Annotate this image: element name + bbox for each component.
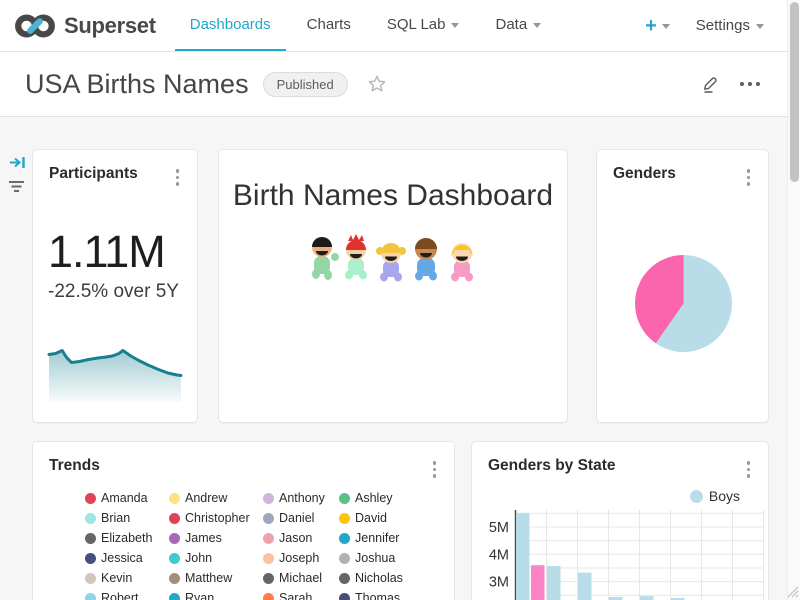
- settings-label: Settings: [696, 17, 750, 34]
- legend-item-nicholas[interactable]: Nicholas: [339, 568, 446, 588]
- genders-by-state-chart: 5M 4M 3M: [472, 502, 768, 600]
- trends-card: Trends AmandaAndrewAnthonyAshley BrianChr…: [33, 442, 454, 600]
- participants-big-number: 1.11M: [48, 226, 165, 278]
- new-item-button[interactable]: +: [645, 16, 670, 36]
- dashboard-title-bar: USA Births Names Published: [0, 52, 800, 117]
- chevron-down-icon: [756, 24, 764, 29]
- kebab-menu-icon[interactable]: [171, 165, 185, 190]
- title-actions: [701, 74, 776, 94]
- nav-charts[interactable]: Charts: [292, 0, 366, 51]
- nav-sql-lab[interactable]: SQL Lab: [372, 0, 475, 51]
- expand-filter-bar-icon[interactable]: [10, 155, 26, 170]
- plus-icon: +: [645, 16, 657, 36]
- legend-item-david[interactable]: David: [339, 508, 446, 528]
- legend-item-matthew[interactable]: Matthew: [169, 568, 263, 588]
- boys-legend-dot: [690, 490, 703, 503]
- legend-item-jason[interactable]: Jason: [263, 528, 339, 548]
- dashboard-heading: Birth Names Dashboard: [219, 179, 567, 213]
- legend-item-kevin[interactable]: Kevin: [85, 568, 169, 588]
- legend-item-robert[interactable]: Robert: [85, 588, 169, 600]
- brand-name[interactable]: Superset: [64, 13, 156, 39]
- published-badge[interactable]: Published: [263, 72, 348, 97]
- legend-item-anthony[interactable]: Anthony: [263, 488, 339, 508]
- legend-item-christopher[interactable]: Christopher: [169, 508, 263, 528]
- vertical-scrollbar: [787, 0, 800, 600]
- genders-card-title: Genders: [613, 165, 676, 183]
- legend-item-sarah[interactable]: Sarah: [263, 588, 339, 600]
- kebab-menu-icon[interactable]: [428, 457, 442, 482]
- children-illustration-image: [307, 234, 479, 296]
- page-title: USA Births Names: [25, 69, 249, 100]
- legend-item-ashley[interactable]: Ashley: [339, 488, 446, 508]
- nav-sql-lab-label: SQL Lab: [387, 16, 446, 33]
- trends-legend: AmandaAndrewAnthonyAshley BrianChristophe…: [85, 488, 446, 600]
- legend-item-james[interactable]: James: [169, 528, 263, 548]
- legend-item-amanda[interactable]: Amanda: [85, 488, 169, 508]
- scrollbar-thumb[interactable]: [790, 2, 799, 182]
- edit-pencil-icon[interactable]: [701, 74, 720, 94]
- nav-dashboards-label: Dashboards: [190, 16, 271, 33]
- legend-item-joseph[interactable]: Joseph: [263, 548, 339, 568]
- genders-pie-chart[interactable]: [635, 255, 732, 352]
- kebab-menu-icon[interactable]: [742, 165, 756, 190]
- dashboard-grid: Participants 1.11M -22.5% over 5Y Birth …: [0, 117, 800, 600]
- top-navbar: Superset Dashboards Charts SQL Lab Data …: [0, 0, 800, 52]
- svg-text:5M: 5M: [489, 520, 509, 536]
- participants-sparkline-chart: [47, 344, 183, 402]
- legend-item-thomas[interactable]: Thomas: [339, 588, 446, 600]
- participants-subheader: -22.5% over 5Y: [48, 281, 179, 303]
- more-actions-button[interactable]: [736, 78, 764, 90]
- legend-item-andrew[interactable]: Andrew: [169, 488, 263, 508]
- svg-text:3M: 3M: [489, 575, 509, 591]
- settings-menu[interactable]: Settings: [696, 17, 764, 34]
- nav-data-label: Data: [495, 16, 527, 33]
- chevron-down-icon: [662, 24, 670, 29]
- legend-item-elizabeth[interactable]: Elizabeth: [85, 528, 169, 548]
- legend-item-john[interactable]: John: [169, 548, 263, 568]
- legend-item-jennifer[interactable]: Jennifer: [339, 528, 446, 548]
- legend-item-jessica[interactable]: Jessica: [85, 548, 169, 568]
- legend-item-joshua[interactable]: Joshua: [339, 548, 446, 568]
- favorite-star-button[interactable]: [366, 73, 388, 95]
- filter-list-icon[interactable]: [8, 181, 25, 193]
- svg-text:4M: 4M: [489, 547, 509, 563]
- chevron-down-icon: [533, 23, 541, 28]
- nav-charts-label: Charts: [307, 16, 351, 33]
- resize-grip-icon[interactable]: [785, 584, 800, 599]
- chevron-down-icon: [451, 23, 459, 28]
- legend-item-michael[interactable]: Michael: [263, 568, 339, 588]
- legend-item-ryan[interactable]: Ryan: [169, 588, 263, 600]
- genders-by-state-card-title: Genders by State: [488, 457, 616, 475]
- star-icon: [366, 73, 388, 95]
- nav-dashboards[interactable]: Dashboards: [175, 0, 286, 51]
- legend-item-brian[interactable]: Brian: [85, 508, 169, 528]
- dashboard-header-card: Birth Names Dashboard: [219, 150, 567, 422]
- superset-logo-icon[interactable]: [14, 12, 56, 40]
- genders-card: Genders: [597, 150, 768, 422]
- participants-card-title: Participants: [49, 165, 138, 183]
- navbar-right: + Settings: [645, 16, 786, 36]
- nav-data[interactable]: Data: [480, 0, 556, 51]
- participants-card: Participants 1.11M -22.5% over 5Y: [33, 150, 197, 422]
- kebab-menu-icon[interactable]: [742, 457, 756, 482]
- genders-by-state-card: Genders by State Boys 5M4M3M: [472, 442, 768, 600]
- trends-card-title: Trends: [49, 457, 100, 475]
- legend-item-daniel[interactable]: Daniel: [263, 508, 339, 528]
